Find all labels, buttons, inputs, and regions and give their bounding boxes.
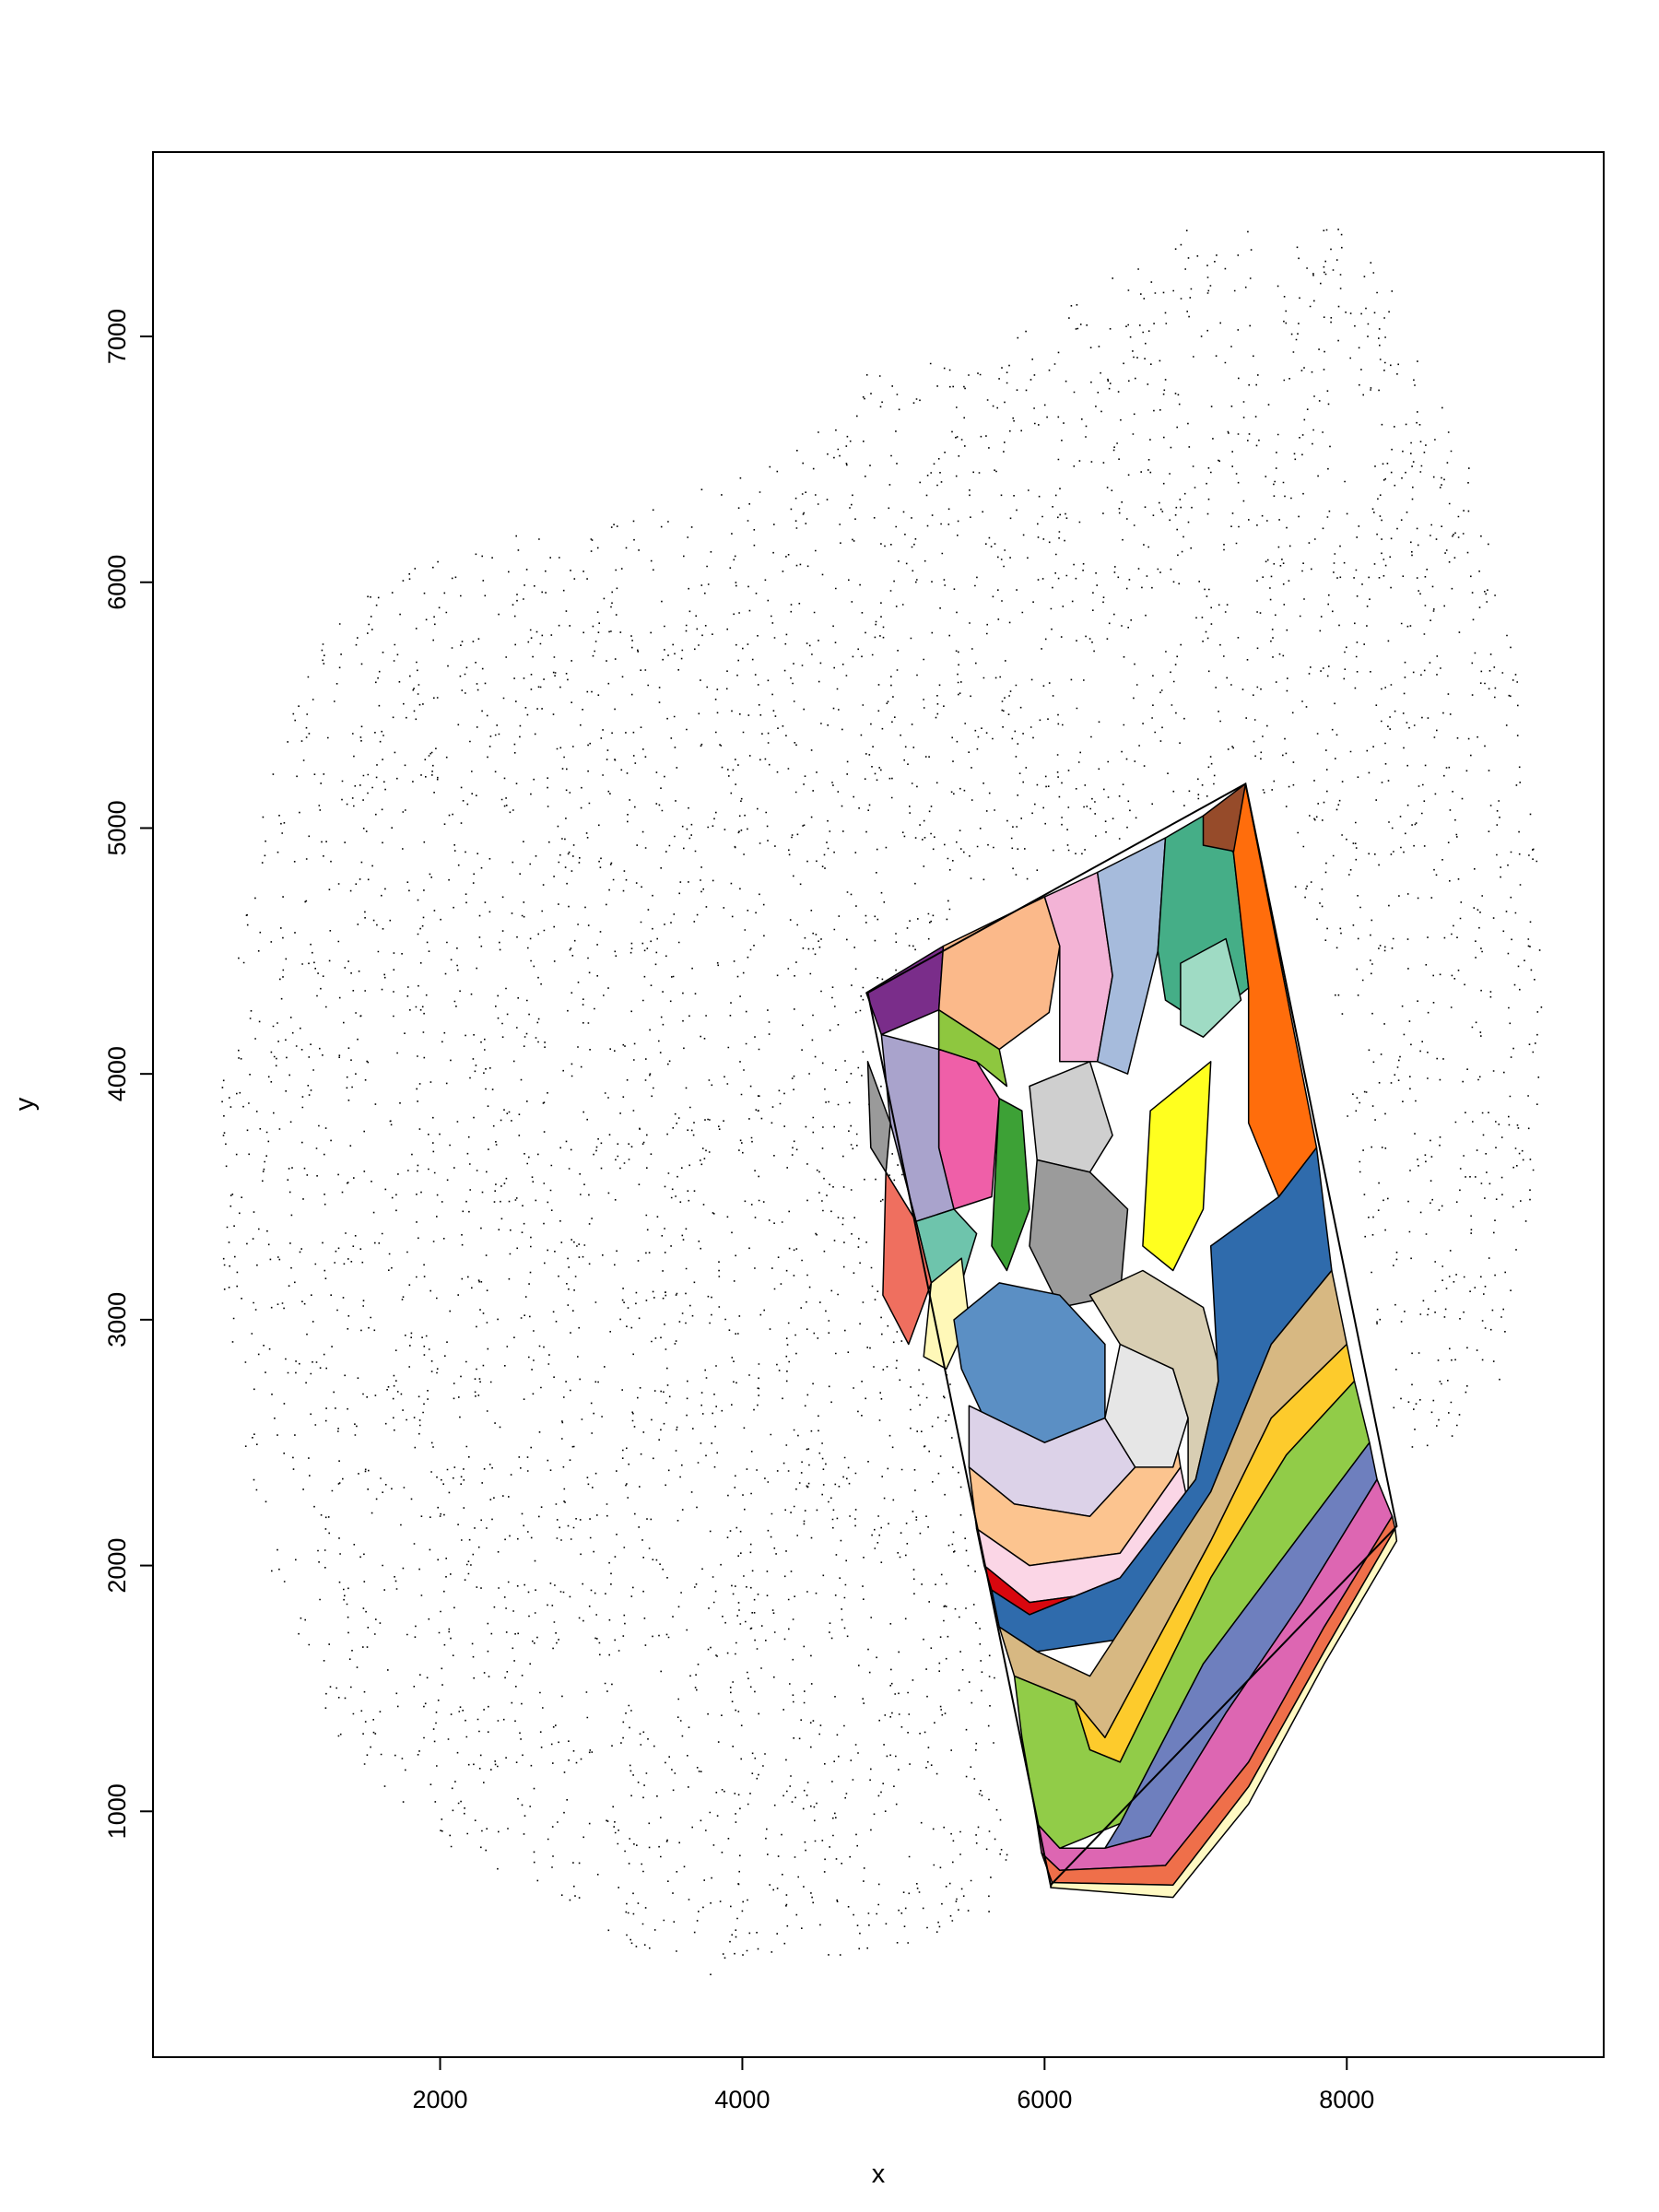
x-tick-label: 8000 <box>1319 2086 1374 2113</box>
y-tick-label: 6000 <box>103 555 131 610</box>
region-34 <box>1050 1527 1398 1899</box>
x-axis-title: x <box>872 2159 886 2189</box>
region-18 <box>882 1171 933 1346</box>
y-tick-label: 3000 <box>103 1292 131 1347</box>
y-tick-label: 4000 <box>103 1046 131 1101</box>
region-polygons <box>865 782 1398 1899</box>
y-axis-title: y <box>10 1097 40 1111</box>
y-tick-label: 7000 <box>103 309 131 364</box>
x-tick-label: 4000 <box>714 2086 770 2113</box>
region-8 <box>1180 937 1242 1038</box>
x-tick-label: 6000 <box>1017 2086 1072 2113</box>
region-11 <box>991 1098 1030 1272</box>
region-outline <box>866 782 1398 1888</box>
x-axis: 2000 4000 6000 8000 <box>412 2056 1374 2113</box>
region-14 <box>1029 1061 1113 1173</box>
y-tick-label: 2000 <box>103 1538 131 1594</box>
y-axis: 1000 2000 3000 4000 5000 6000 7000 <box>103 309 154 1839</box>
region-16 <box>1142 1061 1212 1272</box>
region-9 <box>937 1009 1008 1088</box>
x-tick-label: 2000 <box>412 2086 467 2113</box>
region-1 <box>865 945 945 1036</box>
y-tick-label: 5000 <box>103 800 131 855</box>
region-27 <box>991 1147 1333 1653</box>
y-tick-label: 1000 <box>103 1783 131 1839</box>
